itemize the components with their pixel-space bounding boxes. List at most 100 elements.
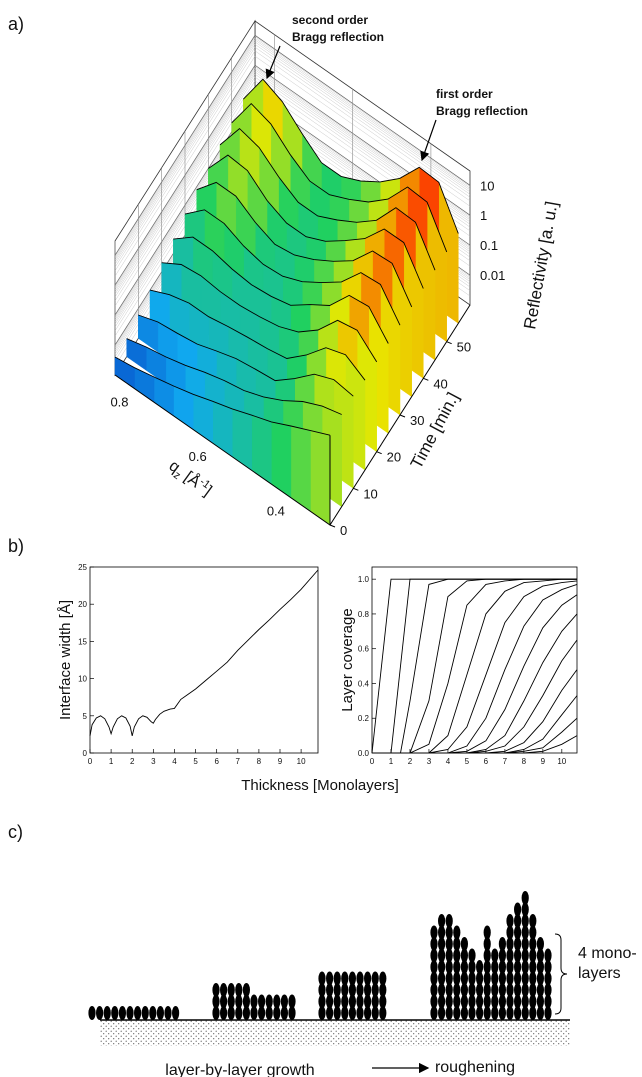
data-line xyxy=(372,583,578,754)
annotation: second order xyxy=(292,13,368,27)
molecule xyxy=(258,994,266,1009)
molecule xyxy=(235,1006,243,1020)
x-tick-label: 9 xyxy=(541,757,546,766)
molecule xyxy=(333,1006,341,1020)
bracket xyxy=(554,933,568,1015)
molecule xyxy=(506,925,514,940)
molecule xyxy=(521,948,529,963)
molecule xyxy=(430,971,438,986)
x-tick-label: 2 xyxy=(408,757,413,766)
molecule xyxy=(227,994,235,1009)
molecule xyxy=(430,983,438,997)
molecule xyxy=(445,1006,453,1020)
molecule xyxy=(529,1006,537,1020)
x-tick-label: 4 xyxy=(446,757,451,766)
molecule xyxy=(506,960,514,974)
molecule xyxy=(235,983,243,997)
label-part: z xyxy=(171,469,183,482)
molecule xyxy=(483,925,491,940)
molecule xyxy=(521,937,529,951)
molecule xyxy=(536,937,545,951)
molecule xyxy=(227,983,235,997)
y-tick-label: 20 xyxy=(78,600,87,609)
molecule xyxy=(506,983,514,997)
molecule xyxy=(453,960,461,974)
molecule xyxy=(514,994,522,1009)
data-line xyxy=(372,735,578,754)
x-tick-label: 8 xyxy=(257,757,262,766)
molecule xyxy=(220,1006,228,1020)
x-tick-label: 7 xyxy=(503,757,508,766)
y-tick-label: 40 xyxy=(433,376,447,391)
molecule xyxy=(521,925,529,940)
molecule xyxy=(506,937,514,951)
panel-label: b) xyxy=(8,536,24,556)
z-tick-label: 0.01 xyxy=(480,268,505,283)
molecule xyxy=(453,948,461,963)
molecule xyxy=(498,937,506,951)
molecule xyxy=(536,994,545,1009)
molecule xyxy=(258,1006,266,1020)
data-line xyxy=(371,578,577,754)
molecule xyxy=(521,960,529,974)
data-line xyxy=(372,578,577,754)
molecule xyxy=(265,994,273,1009)
z-axis-label: Reflectivity [a. u.] xyxy=(520,200,561,331)
x-tick-label: 10 xyxy=(297,757,306,766)
x-tick-label: 10 xyxy=(557,757,566,766)
molecule xyxy=(341,971,349,986)
molecule xyxy=(476,983,484,997)
molecule xyxy=(438,1006,446,1020)
molecule xyxy=(371,994,379,1009)
molecule xyxy=(356,994,364,1009)
molecule xyxy=(341,994,349,1009)
molecule xyxy=(468,1006,476,1020)
molecule xyxy=(453,937,461,951)
y-tick xyxy=(446,341,452,345)
molecule xyxy=(288,994,296,1009)
x-tick-label: 0 xyxy=(370,757,375,766)
y-tick-label: 10 xyxy=(78,675,87,684)
molecule xyxy=(371,983,379,997)
plot-frame xyxy=(371,566,578,754)
molecule xyxy=(445,971,453,986)
molecule xyxy=(468,983,476,997)
molecule xyxy=(379,983,387,997)
molecule xyxy=(111,1006,119,1020)
x-tick-label: 5 xyxy=(465,757,470,766)
molecule xyxy=(371,971,379,986)
molecule xyxy=(235,994,243,1009)
molecule xyxy=(468,948,476,963)
molecule xyxy=(476,1006,484,1020)
surface-slice xyxy=(114,356,331,526)
molecule xyxy=(280,1006,288,1020)
molecule xyxy=(544,994,552,1009)
annotation: Bragg reflection xyxy=(436,104,528,118)
molecule xyxy=(491,983,499,997)
x-tick-label: 0.6 xyxy=(189,449,207,464)
molecule xyxy=(544,960,552,974)
molecule xyxy=(491,994,499,1009)
molecule xyxy=(544,983,552,997)
surface-curve xyxy=(208,154,424,289)
molecule xyxy=(483,1006,491,1020)
molecule xyxy=(356,1006,364,1020)
molecule xyxy=(453,925,461,940)
annotation: Bragg reflection xyxy=(292,30,384,44)
molecule xyxy=(212,994,220,1009)
annotation-arrow xyxy=(265,45,281,80)
molecule xyxy=(529,994,537,1009)
molecule xyxy=(364,983,372,997)
molecule xyxy=(536,948,545,963)
surface-fill xyxy=(232,408,253,471)
molecule xyxy=(348,1006,356,1020)
molecule xyxy=(491,971,499,986)
molecule xyxy=(371,1006,379,1020)
y-tick-label: 0.0 xyxy=(358,749,370,758)
molecule xyxy=(453,983,461,997)
data-line xyxy=(372,578,577,754)
data-line xyxy=(372,580,578,754)
molecule xyxy=(529,914,537,928)
surface-fill xyxy=(114,356,135,390)
y-tick-label: 0 xyxy=(340,523,347,538)
